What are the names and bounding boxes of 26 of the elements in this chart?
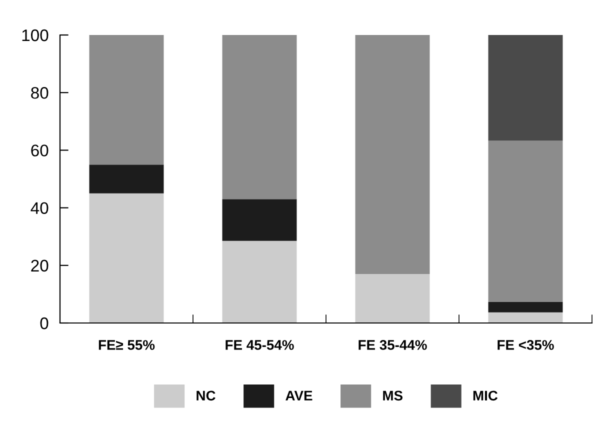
legend-label: AVE (286, 390, 312, 400)
bar (488, 35, 563, 141)
bar (488, 312, 563, 323)
legend-label: NC (196, 390, 216, 401)
y-tick-label: 40 (30, 202, 48, 214)
legend-label: MS (383, 390, 402, 401)
y-tick-label: 80 (31, 87, 48, 99)
bar (89, 193, 164, 323)
y-tick-label: 20 (31, 260, 48, 272)
bar (355, 274, 430, 323)
bar (222, 35, 297, 200)
bar (488, 140, 563, 302)
y-tick-label: 60 (31, 144, 48, 156)
bar (89, 35, 164, 165)
bar (89, 164, 164, 194)
x-tick-label: FE 45-54% (226, 340, 294, 350)
bar (355, 35, 430, 274)
y-tick-label: 0 (40, 317, 48, 330)
bar (488, 302, 563, 312)
x-tick-label: FE <35% (498, 340, 554, 350)
x-tick-label: FE≥ 55% (98, 340, 155, 350)
legend-label: MIC (473, 390, 498, 401)
bar (222, 240, 297, 323)
x-tick-label: FE 35-44% (358, 340, 427, 350)
y-tick-label: 100 (22, 29, 48, 42)
bar (222, 199, 297, 241)
